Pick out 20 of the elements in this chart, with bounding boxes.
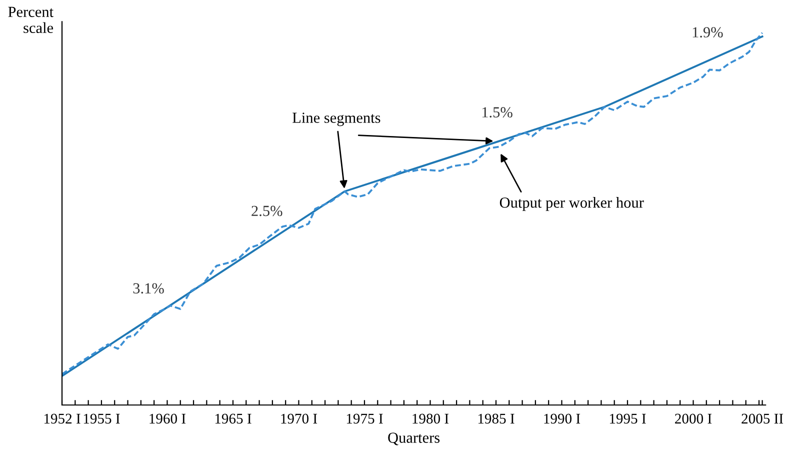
x-tick-label: 1960 I bbox=[150, 414, 186, 424]
annotation: Output per worker hour bbox=[500, 197, 644, 211]
x-tick-label: 1975 I bbox=[346, 414, 383, 424]
annotation: Line segments bbox=[292, 112, 380, 126]
x-tick-label: 1990 I bbox=[544, 414, 580, 424]
x-tick-label: 2005 II bbox=[742, 414, 784, 424]
annotation: 1.9% bbox=[692, 27, 723, 38]
x-tick-label: 1995 I bbox=[610, 414, 646, 424]
x-tick-label: 1980 I bbox=[412, 414, 449, 424]
x-tick-label: 2000 I bbox=[675, 414, 712, 424]
x-tick-label: 1970 I bbox=[281, 414, 318, 424]
x-tick-label: 1985 I bbox=[478, 414, 514, 424]
x-axis-title: Quarters bbox=[388, 432, 440, 446]
annotation: 1.5% bbox=[482, 107, 512, 118]
y-axis-title: Percent scale bbox=[8, 6, 54, 34]
x-tick-label: 1955 I bbox=[84, 414, 120, 424]
x-tick-label: 1952 I bbox=[44, 414, 80, 424]
x-tick-label: 1965 I bbox=[215, 414, 252, 424]
annotation: 3.1% bbox=[133, 283, 164, 294]
annotation: 2.5% bbox=[252, 206, 282, 216]
